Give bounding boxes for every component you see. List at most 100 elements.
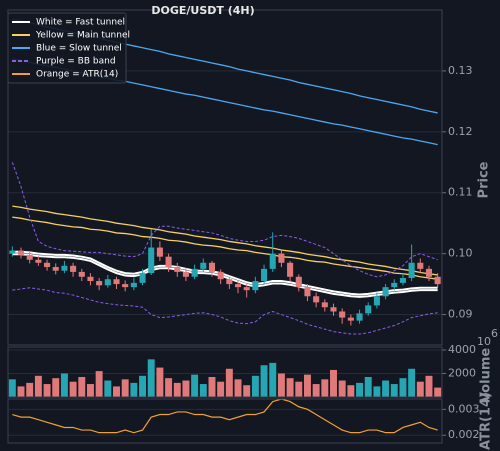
volume-bar: [104, 380, 112, 397]
candle-body: [434, 276, 441, 285]
band-line: [12, 253, 438, 298]
volume-bar: [43, 384, 51, 397]
volume-bar: [225, 368, 233, 397]
volume-axis-label: Volume: [479, 348, 494, 403]
candle-body: [304, 287, 311, 297]
volume-bar: [330, 369, 337, 397]
candle-body: [330, 307, 337, 312]
candle-body: [104, 279, 111, 286]
volume-bar: [408, 368, 416, 397]
candle-body: [96, 281, 103, 286]
candle-body: [269, 253, 276, 269]
y-tick-label: 0.09: [448, 308, 473, 321]
candle-body: [52, 267, 59, 271]
band-line: [11, 162, 438, 278]
candle-body: [295, 276, 302, 288]
band-line: [12, 205, 438, 276]
candle-body: [17, 250, 25, 255]
volume-bar: [425, 375, 433, 397]
candle-body: [148, 247, 155, 274]
volume-bar: [17, 386, 25, 397]
y-tick-label: 4000: [448, 343, 476, 356]
volume-bar: [390, 384, 398, 397]
volume-bar: [321, 379, 329, 397]
y-tick-label: 0.002: [448, 428, 480, 441]
volume-bar: [52, 378, 60, 397]
volume-bar: [364, 377, 372, 397]
candle-body: [87, 276, 94, 282]
band-line: [12, 250, 438, 296]
candle-body: [78, 271, 85, 277]
volume-bar: [113, 386, 120, 397]
candle-body: [339, 311, 346, 318]
y-tick-label: 0.10: [448, 247, 473, 260]
volume-bar: [260, 365, 268, 397]
volume-bar: [199, 384, 207, 397]
candle-body: [321, 302, 328, 308]
candle-body: [61, 265, 68, 271]
candle-body: [347, 317, 354, 321]
candle-body: [365, 305, 372, 314]
volume-bar: [312, 384, 320, 397]
candle-body: [356, 313, 363, 321]
volume-bar: [156, 367, 164, 397]
y-tick-label: 0.13: [448, 64, 473, 77]
legend-label: Yellow = Main tunnel: [35, 31, 130, 41]
volume-bar: [121, 379, 129, 397]
legend: White = Fast tunnel Yellow = Main tunnel B…: [7, 12, 130, 84]
candle-body: [287, 262, 294, 277]
volume-bar: [130, 382, 138, 397]
legend-box: [7, 12, 127, 84]
candle-body: [226, 279, 233, 285]
candle-body: [156, 247, 163, 257]
volume-bar: [347, 385, 355, 397]
volume-bar: [165, 378, 173, 397]
price-frame: [7, 9, 443, 346]
candle-body: [417, 262, 424, 269]
y-tick-label: 0.11: [448, 186, 473, 199]
legend-label: White = Fast tunnel: [36, 18, 125, 28]
legend-label: Blue = Slow tunnel: [36, 44, 122, 54]
volume-bar: [338, 380, 346, 397]
candle-body: [44, 262, 51, 268]
atr-axis-label: ATR(14): [479, 392, 494, 450]
candle-body: [182, 271, 189, 277]
candle-body: [391, 282, 398, 288]
candle-body: [234, 284, 242, 288]
candle-body: [200, 262, 207, 269]
volume-bar: [434, 387, 442, 397]
volume-bar: [95, 371, 103, 397]
candle-body: [217, 271, 224, 280]
y-tick-label: 0.003: [448, 402, 480, 415]
candle-body: [26, 254, 33, 260]
volume-bar: [356, 382, 364, 397]
volume-bar: [416, 381, 424, 397]
volume-bar: [34, 375, 42, 397]
volume-bar: [295, 381, 303, 397]
volume-bar: [69, 381, 77, 397]
candle-body: [261, 268, 268, 282]
candle-body: [165, 256, 172, 268]
atr-line: [12, 398, 438, 434]
candle-body: [425, 268, 433, 277]
candle-body: [139, 273, 146, 283]
volume-bar: [269, 362, 277, 397]
candle-body: [35, 259, 42, 263]
candle-body: [70, 265, 77, 272]
volume-bar: [382, 380, 390, 397]
legend-label: Purple = BB band: [36, 57, 116, 67]
volume-frame: [7, 346, 443, 398]
candle-body: [252, 281, 259, 291]
price-axis-label: Price: [477, 161, 492, 198]
volume-bar: [147, 359, 155, 397]
volume-bar: [243, 385, 251, 397]
volume-offset-exponent: 6: [491, 327, 498, 340]
y-tick-label: 2000: [448, 366, 476, 379]
volume-bar: [139, 375, 147, 397]
candle-body: [313, 296, 320, 303]
candle-body: [113, 279, 120, 285]
candle-body: [243, 287, 250, 291]
volume-bar: [78, 377, 86, 397]
candle-body: [122, 284, 129, 288]
